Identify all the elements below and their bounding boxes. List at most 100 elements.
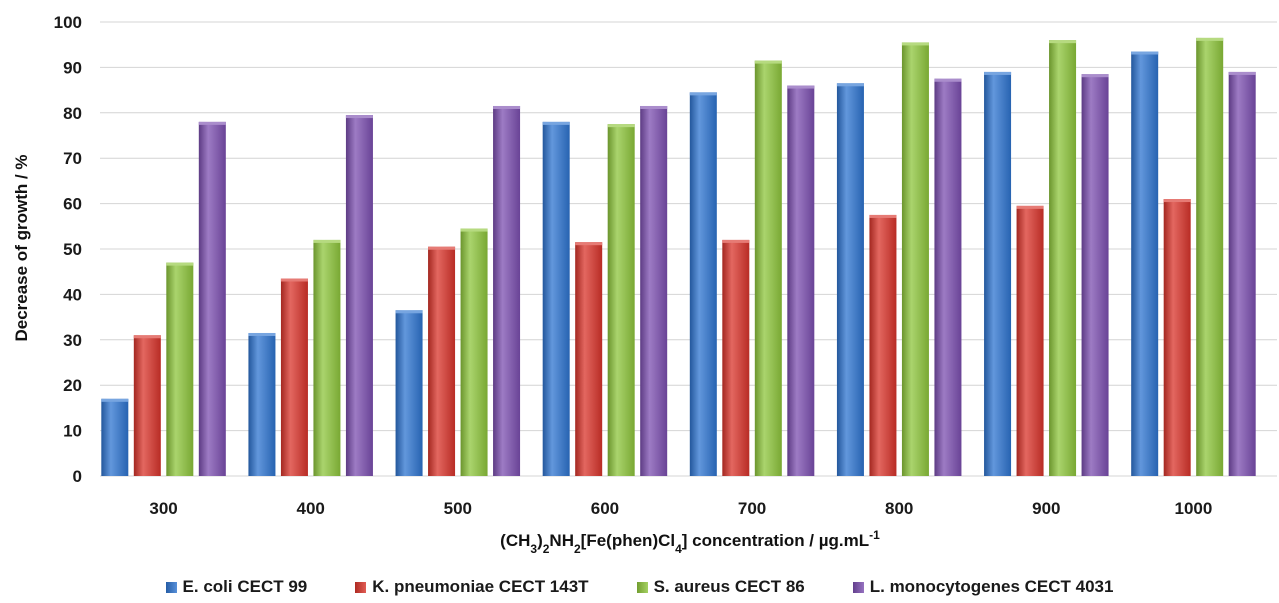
y-tick-label: 20 — [63, 376, 82, 395]
x-axis-ticks: 300 400 500 600 700 800 900 1000 — [149, 499, 1212, 518]
bar-cap — [754, 60, 782, 64]
bar-cap — [722, 239, 750, 243]
y-tick-label: 30 — [63, 331, 82, 350]
legend-swatch — [355, 581, 367, 593]
bar — [460, 228, 488, 476]
bar-cap — [836, 83, 864, 87]
bar-cap — [166, 262, 194, 266]
bar-cap — [1196, 37, 1224, 41]
bar-cap — [934, 78, 962, 82]
bar — [869, 214, 897, 476]
y-tick-label: 90 — [63, 58, 82, 77]
y-tick-label: 100 — [54, 13, 82, 32]
bar — [575, 242, 603, 476]
bar-cap — [280, 278, 308, 282]
bar-cap — [689, 92, 717, 96]
bar-cap — [313, 239, 341, 243]
bar — [689, 92, 717, 477]
bar-cap — [1131, 51, 1159, 55]
bar-cap — [493, 105, 521, 109]
x-tick-label: 700 — [738, 499, 766, 518]
y-tick-label: 60 — [63, 195, 82, 214]
bar — [754, 60, 782, 477]
x-tick-label: 300 — [149, 499, 177, 518]
bar — [133, 335, 161, 476]
bar — [542, 121, 570, 476]
bar-chart: 0 10 20 30 40 50 60 70 80 90 100 300 400 500 600 700 80… — [12, 13, 1277, 556]
bar — [1196, 37, 1224, 476]
bar — [1163, 199, 1191, 476]
bar-cap — [1081, 74, 1109, 78]
bar — [984, 71, 1012, 476]
bars — [101, 37, 1256, 477]
bar — [101, 398, 129, 476]
legend-item-e-coli: E. coli CECT 99 — [165, 577, 308, 597]
bar-cap — [345, 115, 373, 119]
legend: E. coli CECT 99 K. pneumoniae CECT 143T … — [0, 574, 1279, 600]
x-tick-label: 500 — [444, 499, 472, 518]
bar — [1049, 40, 1077, 476]
bar-cap — [460, 228, 488, 232]
legend-item-s-aureus: S. aureus CECT 86 — [636, 577, 805, 597]
legend-swatch — [852, 581, 864, 593]
bar — [934, 78, 962, 476]
bar — [428, 246, 456, 476]
x-tick-label: 800 — [885, 499, 913, 518]
bar — [345, 115, 373, 476]
bar-cap — [575, 242, 603, 246]
legend-label: K. pneumoniae CECT 143T — [372, 577, 589, 596]
bar-cap — [869, 214, 897, 218]
bar — [607, 124, 635, 477]
bar — [1131, 51, 1159, 476]
y-tick-label: 70 — [63, 149, 82, 168]
y-tick-label: 0 — [73, 467, 82, 486]
x-tick-label: 600 — [591, 499, 619, 518]
bar-cap — [984, 71, 1012, 75]
legend-label: S. aureus CECT 86 — [653, 577, 805, 596]
bar-cap — [640, 105, 668, 109]
x-tick-label: 1000 — [1175, 499, 1213, 518]
bar-cap — [787, 85, 815, 89]
y-axis-ticks: 0 10 20 30 40 50 60 70 80 90 100 — [54, 13, 82, 486]
bar — [166, 262, 194, 476]
bar-cap — [1016, 205, 1044, 209]
bar — [395, 310, 423, 476]
bar-cap — [101, 398, 129, 402]
bar-cap — [1228, 71, 1256, 75]
bar-cap — [542, 121, 570, 125]
legend-swatch — [636, 581, 648, 593]
bar-cap — [607, 124, 635, 128]
bar — [787, 85, 815, 476]
bar — [280, 278, 308, 476]
bar — [836, 83, 864, 476]
y-tick-label: 10 — [63, 422, 82, 441]
bar — [1081, 74, 1109, 477]
bar — [493, 105, 521, 477]
bar-cap — [395, 310, 423, 314]
bar — [313, 239, 341, 476]
legend-item-k-pneumoniae: K. pneumoniae CECT 143T — [355, 577, 589, 597]
bar — [1228, 71, 1256, 476]
bar-cap — [198, 121, 226, 125]
x-tick-label: 400 — [297, 499, 325, 518]
legend-swatch — [165, 581, 177, 593]
bar-cap — [248, 332, 276, 336]
y-tick-label: 80 — [63, 104, 82, 123]
bar — [901, 42, 929, 477]
bar — [248, 332, 276, 476]
x-axis-label: (CH3)2NH2[Fe(phen)Cl4] concentration / µ… — [500, 528, 880, 556]
y-tick-label: 40 — [63, 285, 82, 304]
bar — [640, 105, 668, 477]
y-tick-label: 50 — [63, 240, 82, 259]
bar-cap — [1049, 40, 1077, 44]
bar-cap — [428, 246, 456, 250]
x-tick-label: 900 — [1032, 499, 1060, 518]
bar-cap — [901, 42, 929, 46]
bar-cap — [133, 335, 161, 339]
y-axis-label: Decrease of growth / % — [12, 154, 31, 341]
legend-label: E. coli CECT 99 — [182, 577, 308, 596]
bar — [198, 121, 226, 476]
bar — [722, 239, 750, 476]
bar-cap — [1163, 199, 1191, 203]
bar — [1016, 205, 1044, 476]
